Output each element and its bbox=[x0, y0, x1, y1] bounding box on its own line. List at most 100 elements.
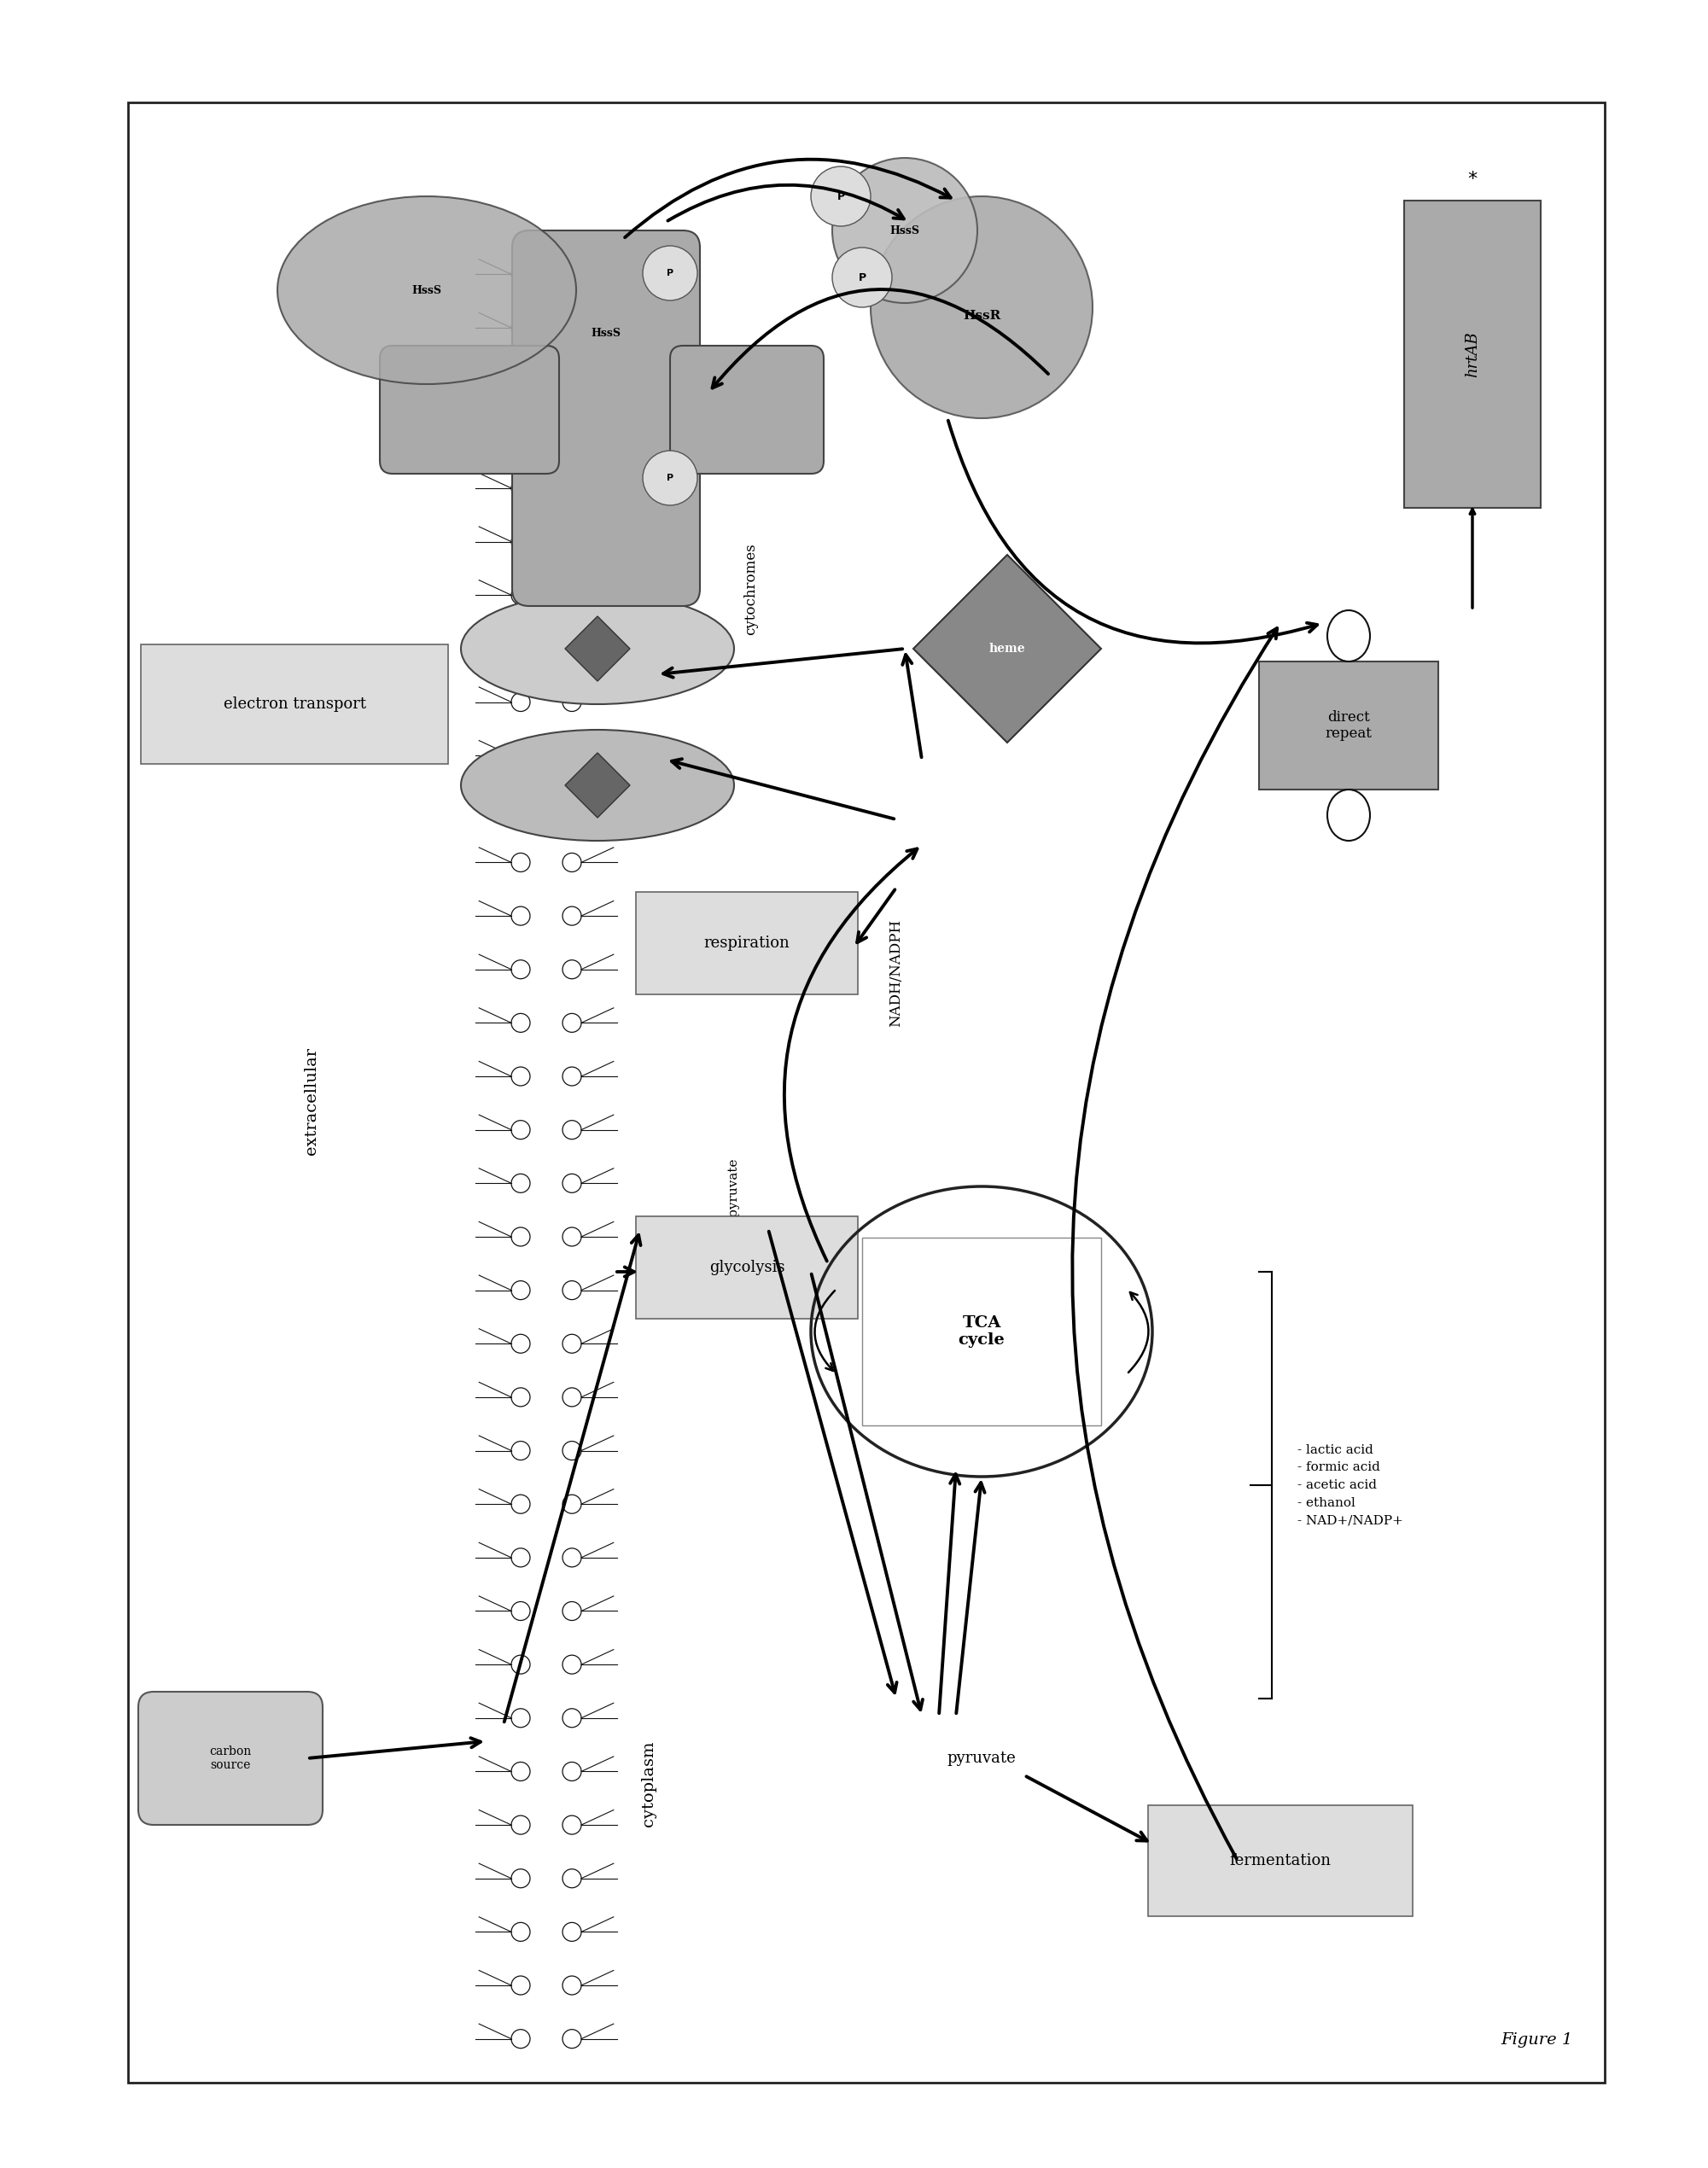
Circle shape bbox=[511, 1975, 529, 1995]
Circle shape bbox=[511, 1227, 529, 1247]
Circle shape bbox=[511, 319, 529, 338]
Circle shape bbox=[511, 906, 529, 926]
Circle shape bbox=[511, 640, 529, 657]
Text: P: P bbox=[666, 269, 673, 278]
Text: NADH/NADPH: NADH/NADPH bbox=[888, 919, 904, 1028]
Circle shape bbox=[562, 1012, 581, 1032]
Ellipse shape bbox=[461, 731, 734, 841]
Circle shape bbox=[562, 1227, 581, 1247]
Circle shape bbox=[562, 746, 581, 765]
Circle shape bbox=[562, 1602, 581, 1619]
Ellipse shape bbox=[277, 197, 576, 384]
Text: carbon
source: carbon source bbox=[210, 1745, 251, 1771]
Polygon shape bbox=[565, 616, 630, 681]
Ellipse shape bbox=[461, 594, 734, 705]
Circle shape bbox=[511, 479, 529, 496]
Circle shape bbox=[871, 197, 1093, 418]
Circle shape bbox=[511, 373, 529, 390]
Text: *: * bbox=[1467, 171, 1477, 189]
Circle shape bbox=[511, 1121, 529, 1138]
Circle shape bbox=[562, 319, 581, 338]
Circle shape bbox=[511, 1281, 529, 1299]
Text: cytoplasm: cytoplasm bbox=[640, 1741, 656, 1828]
Circle shape bbox=[511, 1388, 529, 1407]
FancyBboxPatch shape bbox=[635, 891, 857, 995]
Circle shape bbox=[562, 1388, 581, 1407]
Circle shape bbox=[511, 585, 529, 605]
Circle shape bbox=[511, 800, 529, 817]
Text: HssR: HssR bbox=[963, 310, 1001, 321]
Circle shape bbox=[562, 640, 581, 657]
Circle shape bbox=[511, 1067, 529, 1086]
Circle shape bbox=[511, 264, 529, 284]
Circle shape bbox=[562, 1975, 581, 1995]
Circle shape bbox=[562, 692, 581, 711]
Text: glycolysis: glycolysis bbox=[709, 1260, 784, 1275]
Circle shape bbox=[562, 1442, 581, 1459]
Circle shape bbox=[511, 1923, 529, 1940]
Circle shape bbox=[562, 479, 581, 496]
Circle shape bbox=[562, 1654, 581, 1674]
Text: Figure 1: Figure 1 bbox=[1500, 2031, 1573, 2047]
Circle shape bbox=[511, 1708, 529, 1728]
Text: phosphoenolpyruvate: phosphoenolpyruvate bbox=[728, 1158, 740, 1301]
Text: heme: heme bbox=[989, 642, 1025, 655]
Text: P: P bbox=[666, 475, 673, 481]
Text: - lactic acid
- formic acid
- acetic acid
- ethanol
- NAD+/NADP+: - lactic acid - formic acid - acetic aci… bbox=[1298, 1444, 1404, 1526]
Circle shape bbox=[562, 1281, 581, 1299]
Circle shape bbox=[562, 264, 581, 284]
Circle shape bbox=[511, 1602, 529, 1619]
Circle shape bbox=[562, 1548, 581, 1567]
Circle shape bbox=[511, 425, 529, 444]
Circle shape bbox=[562, 906, 581, 926]
Circle shape bbox=[511, 692, 529, 711]
Polygon shape bbox=[565, 752, 630, 817]
Text: HssS: HssS bbox=[412, 284, 442, 295]
Circle shape bbox=[511, 2029, 529, 2049]
Text: direct
repeat: direct repeat bbox=[1325, 709, 1372, 741]
Circle shape bbox=[562, 1067, 581, 1086]
Circle shape bbox=[642, 451, 697, 505]
Circle shape bbox=[511, 1333, 529, 1353]
Circle shape bbox=[562, 1494, 581, 1513]
Circle shape bbox=[832, 247, 892, 308]
Circle shape bbox=[562, 425, 581, 444]
Circle shape bbox=[511, 1012, 529, 1032]
Polygon shape bbox=[914, 555, 1102, 744]
Circle shape bbox=[562, 1333, 581, 1353]
Text: pyruvate: pyruvate bbox=[948, 1750, 1016, 1767]
Text: cytochromes: cytochromes bbox=[745, 542, 758, 635]
Circle shape bbox=[562, 531, 581, 551]
FancyBboxPatch shape bbox=[138, 1691, 323, 1825]
Circle shape bbox=[642, 245, 697, 301]
Text: HssS: HssS bbox=[890, 225, 919, 236]
Text: P: P bbox=[837, 191, 845, 202]
Circle shape bbox=[562, 800, 581, 817]
Circle shape bbox=[562, 852, 581, 872]
Circle shape bbox=[562, 373, 581, 390]
Circle shape bbox=[511, 1763, 529, 1780]
Circle shape bbox=[511, 746, 529, 765]
Circle shape bbox=[562, 1763, 581, 1780]
Circle shape bbox=[511, 852, 529, 872]
FancyBboxPatch shape bbox=[140, 644, 447, 763]
Circle shape bbox=[511, 960, 529, 978]
Text: electron transport: electron transport bbox=[224, 696, 366, 711]
Circle shape bbox=[511, 1442, 529, 1459]
Circle shape bbox=[562, 1708, 581, 1728]
Circle shape bbox=[562, 960, 581, 978]
Circle shape bbox=[562, 2029, 581, 2049]
FancyBboxPatch shape bbox=[1259, 661, 1438, 789]
Circle shape bbox=[511, 1548, 529, 1567]
Circle shape bbox=[511, 1173, 529, 1192]
Text: extracellular: extracellular bbox=[304, 1047, 319, 1156]
Circle shape bbox=[562, 585, 581, 605]
FancyBboxPatch shape bbox=[512, 230, 700, 607]
FancyBboxPatch shape bbox=[379, 345, 559, 475]
FancyBboxPatch shape bbox=[670, 345, 823, 475]
Text: fermentation: fermentation bbox=[1230, 1854, 1331, 1869]
Circle shape bbox=[832, 158, 977, 304]
Circle shape bbox=[811, 167, 871, 225]
FancyBboxPatch shape bbox=[1404, 202, 1541, 507]
Circle shape bbox=[562, 1121, 581, 1138]
